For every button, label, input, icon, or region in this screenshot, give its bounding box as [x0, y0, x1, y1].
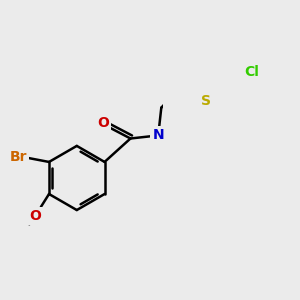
Text: O: O — [98, 116, 109, 130]
Text: O: O — [29, 208, 41, 223]
Text: Br: Br — [9, 150, 27, 164]
Text: S: S — [201, 94, 211, 108]
Text: Cl: Cl — [244, 65, 259, 79]
Text: N: N — [152, 128, 164, 142]
